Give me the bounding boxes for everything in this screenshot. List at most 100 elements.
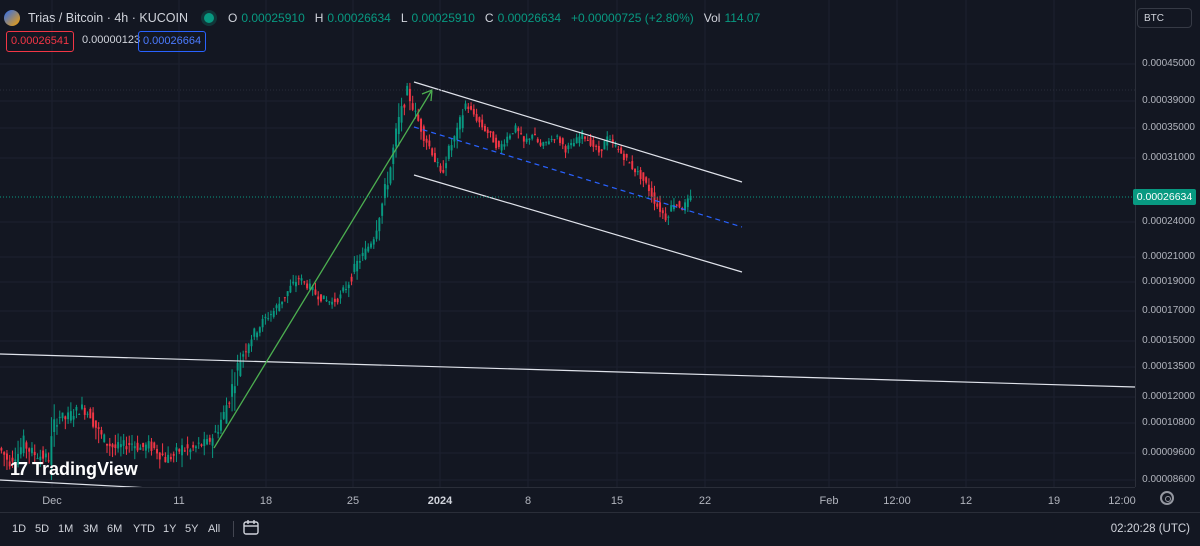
lower-left-trend-line[interactable] [0, 479, 150, 487]
candle [525, 133, 528, 144]
timeframe-button-all[interactable]: All [208, 523, 221, 535]
candle [67, 406, 70, 424]
candle [503, 139, 506, 150]
rise-arrow-line[interactable] [213, 89, 433, 449]
utc-clock[interactable]: 02:20:28 (UTC) [1110, 523, 1190, 535]
candle [600, 149, 603, 158]
time-axis[interactable]: Dec 11 18 25 2024 8 15 22 Feb 12:00 12 19 12:00 [0, 487, 1136, 513]
candle [400, 97, 403, 132]
timeframe-button-5d[interactable]: 5D [35, 523, 50, 535]
candle [642, 172, 645, 188]
candle [661, 207, 664, 220]
horizontal-trend-line[interactable] [0, 353, 1135, 388]
candle [511, 133, 514, 135]
candle [219, 412, 222, 435]
channel-lower-line[interactable] [413, 174, 743, 273]
timeframe-button-1m[interactable]: 1M [58, 523, 74, 535]
candle-body [206, 439, 209, 445]
channel-median-line[interactable] [413, 126, 743, 228]
candle [233, 372, 236, 411]
candle-body [472, 108, 475, 115]
candle-body [458, 117, 461, 130]
time-tick-label: Feb [819, 495, 839, 507]
candle [670, 200, 673, 212]
candle-body [461, 115, 464, 129]
channel-upper-line[interactable] [413, 81, 743, 183]
candle [422, 124, 425, 147]
candle-body [381, 203, 384, 216]
timeframe-button-1d[interactable]: 1D [12, 523, 27, 535]
candle [353, 256, 356, 275]
buy-price-button[interactable]: 0.00026664 [138, 31, 207, 52]
candle [381, 202, 384, 224]
timeframe-button-ytd[interactable]: YTD [133, 523, 155, 535]
candle-body [650, 187, 653, 198]
candle [347, 281, 350, 298]
timeframe-button-6m[interactable]: 6M [107, 523, 123, 535]
candle-body [634, 168, 637, 173]
candle-body [114, 444, 117, 449]
calendar-icon[interactable] [242, 519, 260, 537]
candle-body [275, 305, 278, 309]
candle-body [397, 117, 400, 135]
candle [247, 342, 250, 357]
price-chart[interactable] [0, 0, 1135, 487]
candle [486, 127, 489, 139]
candle-body [55, 425, 58, 427]
candle-body [436, 162, 439, 164]
candle-body [408, 88, 411, 102]
candle-body [83, 407, 86, 415]
candle [392, 144, 395, 181]
timeframe-button-1y[interactable]: 1Y [163, 523, 177, 535]
candle-body [489, 131, 492, 133]
candle-body [572, 142, 575, 147]
candle-body [217, 432, 220, 434]
candle [244, 343, 247, 360]
candle [17, 440, 20, 468]
candle-body [492, 131, 495, 143]
candle [178, 448, 181, 455]
candle [269, 310, 272, 322]
symbol-title[interactable]: Trias / Bitcoin · 4h · KUCOIN [28, 11, 188, 25]
candle [539, 139, 542, 147]
candle-body [350, 276, 353, 282]
candle [19, 438, 22, 459]
candle [609, 135, 611, 141]
candle [217, 424, 220, 439]
candle-body [158, 452, 161, 460]
candle-body [367, 246, 370, 252]
candle-body [103, 434, 106, 443]
sell-price-button[interactable]: 0.00026541 [6, 31, 75, 52]
candle-body [486, 129, 489, 134]
candle-body [667, 216, 670, 218]
currency-button[interactable]: BTC [1137, 8, 1192, 28]
gear-icon[interactable] [1160, 491, 1174, 505]
candle [281, 301, 284, 309]
candle [350, 273, 353, 286]
candle-body [661, 210, 664, 214]
candle-body [172, 453, 175, 456]
candle [333, 292, 336, 307]
timeframe-button-5y[interactable]: 5Y [185, 523, 199, 535]
candle [169, 453, 172, 462]
candle-body [203, 439, 206, 446]
candle-body [211, 438, 214, 446]
time-tick-label: Dec [42, 495, 62, 507]
price-axis[interactable]: 0.00045000 0.00039000 0.00035000 0.00031000… [1135, 0, 1200, 487]
candle-body [106, 443, 108, 446]
candle-body [620, 147, 623, 154]
candle-body [686, 198, 689, 208]
candle [58, 410, 61, 425]
timeframe-button-3m[interactable]: 3M [83, 523, 99, 535]
candle-body [584, 136, 586, 139]
candle-body [281, 301, 284, 305]
candle [200, 443, 203, 448]
candle-body [222, 411, 225, 419]
candle [450, 138, 453, 157]
candle [406, 82, 409, 96]
price-tick-label: 0.00008600 [1142, 474, 1195, 485]
candle [239, 352, 242, 377]
candle-body [539, 142, 542, 146]
candle-body [47, 460, 50, 462]
candle [492, 130, 495, 143]
